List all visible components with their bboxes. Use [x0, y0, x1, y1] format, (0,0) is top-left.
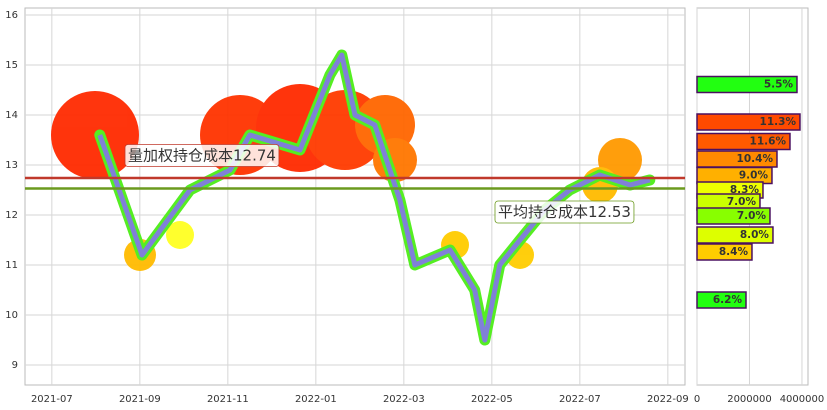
bar: [696, 291, 747, 309]
x-tick-label: 2022-03: [383, 394, 425, 405]
x-tick-label: 2021-11: [207, 394, 249, 405]
y-tick-label: 12: [5, 210, 18, 221]
y-tick-label: 14: [5, 110, 18, 121]
y-tick-label: 9: [12, 360, 18, 371]
y-tick-label: 10: [5, 310, 18, 321]
bar: [696, 243, 753, 261]
x-tick-label: 2022-09: [647, 394, 689, 405]
cost-label: 量加权持仓成本12.74: [128, 147, 276, 165]
y-tick-label: 16: [5, 10, 18, 21]
bar-label: 11.3%: [760, 116, 797, 128]
x-tick-label: 0: [694, 394, 700, 405]
x-tick-label: 2022-05: [471, 394, 513, 405]
x-tick-label: 2000000: [727, 394, 772, 405]
bar: [696, 132, 791, 151]
bar: [696, 75, 798, 94]
bar-label: 8.3%: [730, 184, 760, 196]
y-tick-label: 13: [5, 160, 18, 171]
bar-label: 9.0%: [739, 170, 769, 182]
x-tick-label: 2021-09: [119, 394, 161, 405]
bar-label: 11.6%: [750, 136, 787, 148]
y-tick-label: 11: [5, 260, 18, 271]
x-tick-label: 2021-07: [31, 394, 73, 405]
bar-label: 7.0%: [727, 196, 757, 208]
cost-label-box: [494, 200, 635, 224]
bar: [696, 226, 774, 244]
bar-label: 6.2%: [713, 294, 743, 306]
y-tick-label: 15: [5, 60, 18, 71]
x-tick-label: 2022-07: [559, 394, 601, 405]
bar-label: 8.0%: [740, 229, 770, 241]
plot-frame: [24, 7, 686, 386]
bar: [696, 113, 801, 131]
cost-label-box: [124, 144, 280, 167]
bar-label: 7.0%: [737, 210, 767, 222]
bar-label: 10.4%: [737, 153, 774, 165]
x-tick-label: 4000000: [780, 394, 825, 405]
x-tick-label: 2022-01: [295, 394, 337, 405]
cost-label: 平均持仓成本12.53: [498, 203, 631, 221]
bar-label: 8.4%: [719, 246, 749, 258]
bar-label: 5.5%: [764, 79, 794, 91]
bar: [696, 207, 771, 225]
